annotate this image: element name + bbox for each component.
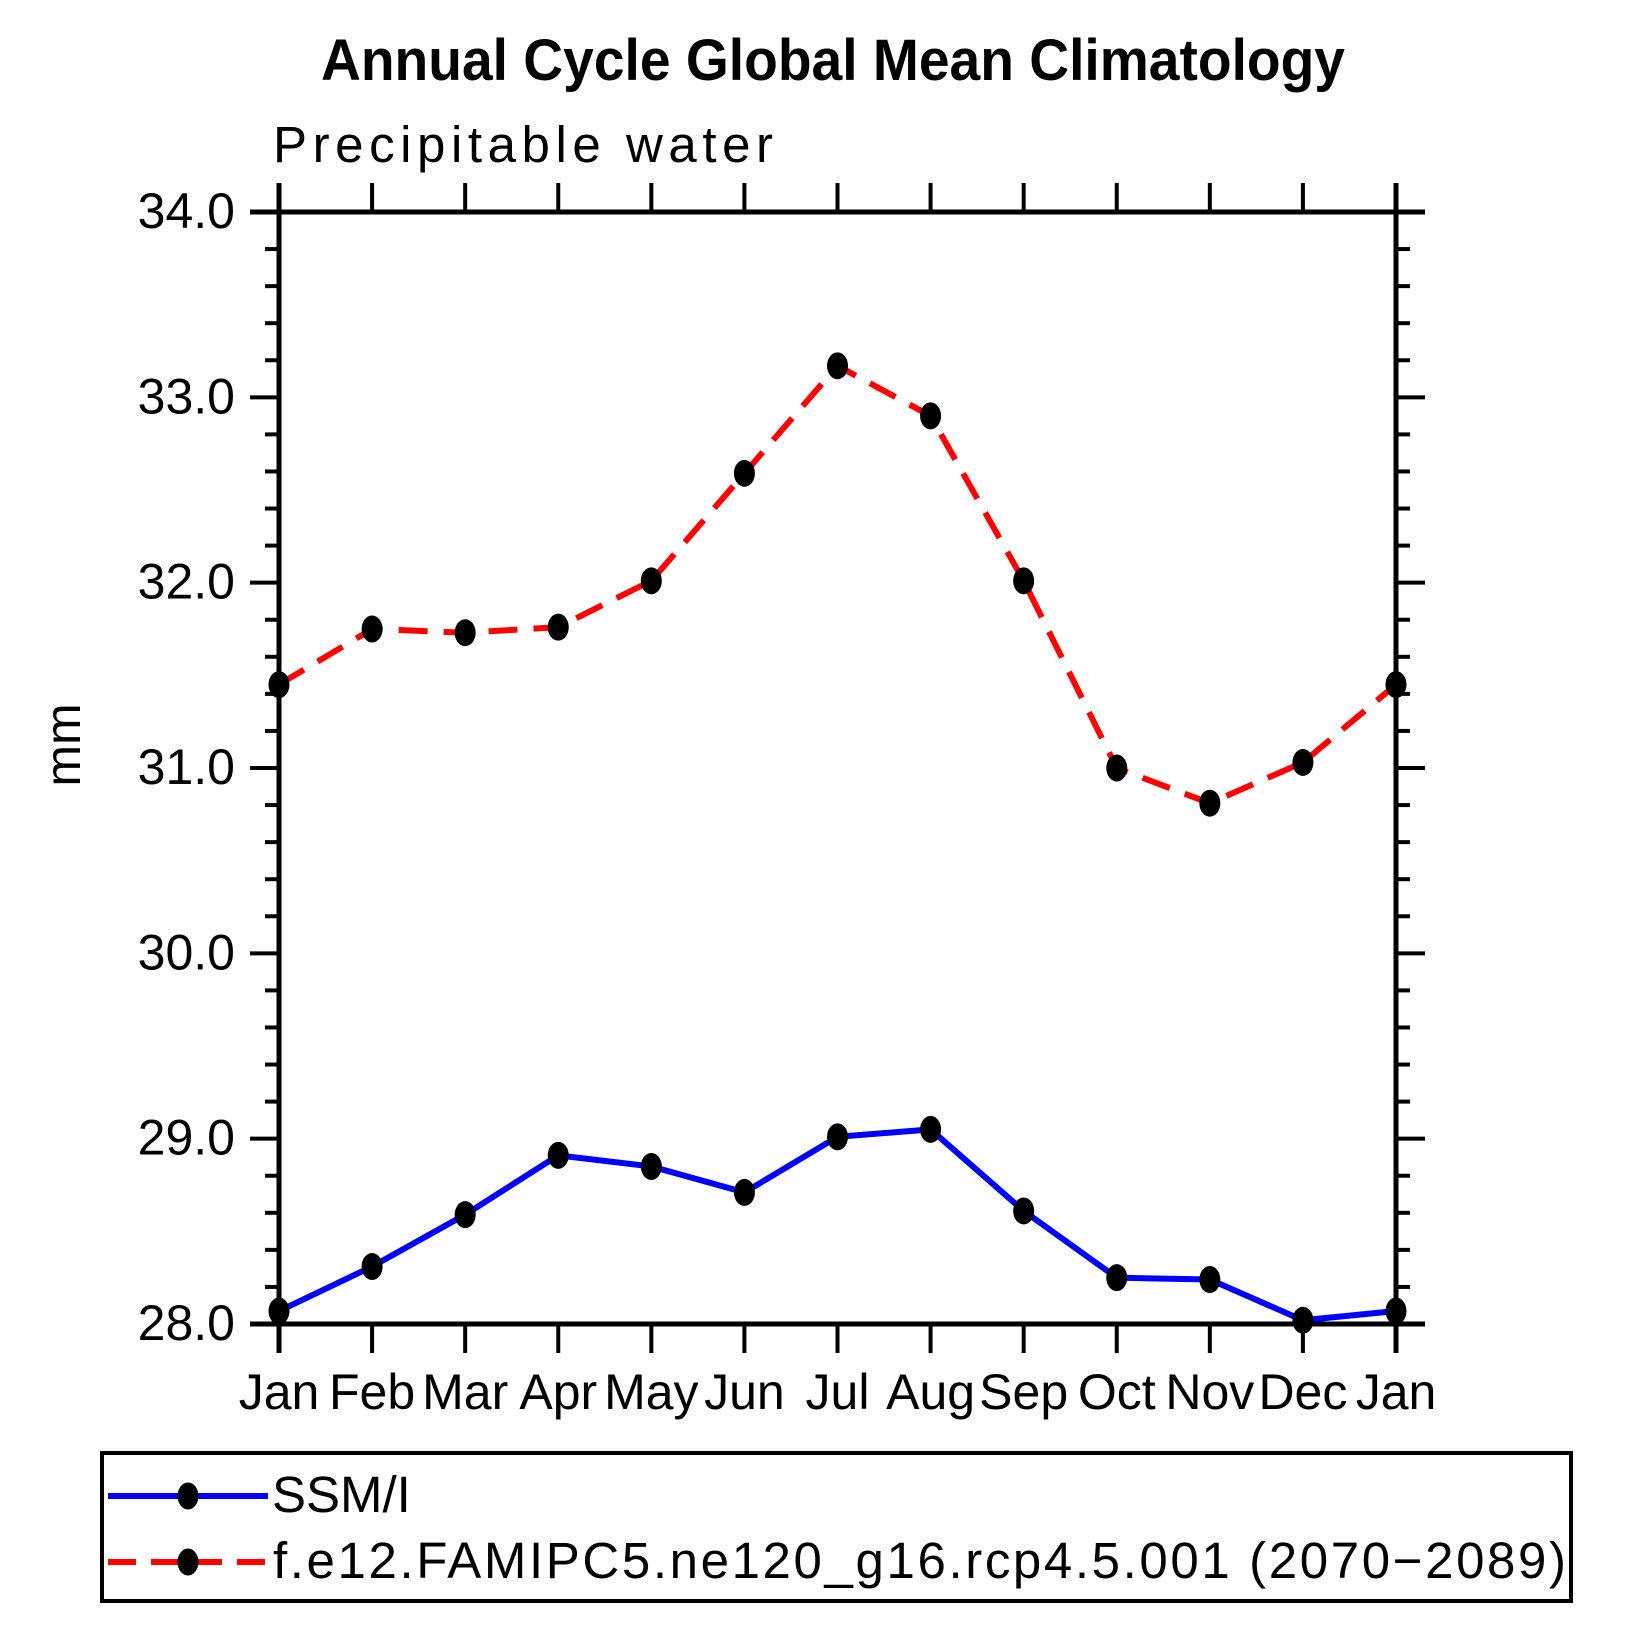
data-point-marker	[361, 1253, 383, 1281]
data-point-marker	[547, 613, 569, 641]
data-point-marker	[1292, 1306, 1314, 1334]
data-point-marker	[1385, 1297, 1407, 1325]
x-tick-label: Jan	[239, 1364, 320, 1420]
data-point-marker	[920, 402, 942, 430]
data-point-marker	[920, 1115, 942, 1143]
y-tick-label: 31.0	[138, 739, 235, 795]
data-point-marker	[733, 459, 755, 487]
legend-label-model: f.e12.FAMIPC5.ne120_g16.rcp4.5.001 (2070…	[273, 1532, 1566, 1589]
x-tick-label: Mar	[422, 1364, 508, 1420]
data-point-marker	[1292, 748, 1314, 776]
x-tick-label: Jun	[704, 1364, 785, 1420]
data-point-marker	[454, 619, 476, 647]
x-tick-label: Dec	[1258, 1364, 1347, 1420]
y-tick-label: 30.0	[138, 924, 235, 980]
data-point-marker	[1013, 567, 1035, 595]
data-point-marker	[454, 1201, 476, 1229]
data-point-marker	[1199, 789, 1221, 817]
x-tick-label: Jan	[1356, 1364, 1437, 1420]
axis-ticks	[250, 183, 1425, 1353]
y-tick-label: 34.0	[138, 183, 235, 239]
x-tick-label: Nov	[1165, 1364, 1254, 1420]
y-axis-unit-label: mm	[35, 703, 91, 786]
data-point-marker	[268, 671, 290, 699]
data-point-marker	[268, 1297, 290, 1325]
legend-marker-ssmi	[177, 1482, 199, 1510]
series-line-0	[277, 1126, 1397, 1324]
data-point-marker	[1106, 754, 1128, 782]
y-tick-label: 33.0	[138, 368, 235, 424]
data-point-marker	[827, 1123, 848, 1151]
legend-box	[100, 1451, 1573, 1603]
data-series	[268, 352, 1407, 1334]
data-point-marker	[733, 1178, 755, 1206]
chart-title: Annual Cycle Global Mean Climatology	[321, 28, 1345, 93]
data-point-marker	[1199, 1266, 1221, 1294]
x-tick-label: Aug	[886, 1364, 975, 1420]
data-point-marker	[1106, 1264, 1128, 1292]
data-point-marker	[640, 1152, 662, 1180]
x-tick-label: Oct	[1078, 1364, 1156, 1420]
x-tick-label: Jul	[806, 1364, 870, 1420]
x-tick-label: May	[604, 1364, 698, 1420]
data-point-marker	[1385, 671, 1407, 699]
y-tick-label: 28.0	[138, 1295, 235, 1351]
chart-subtitle: Precipitable water	[273, 116, 773, 173]
y-tick-label: 32.0	[138, 554, 235, 610]
legend-marker-model	[177, 1548, 199, 1576]
data-point-marker	[361, 615, 383, 643]
data-point-marker	[640, 567, 662, 595]
x-tick-label: Feb	[329, 1364, 415, 1420]
data-point-marker	[1013, 1197, 1035, 1225]
data-point-marker	[827, 352, 848, 380]
x-tick-label: Apr	[519, 1364, 597, 1420]
y-tick-label: 29.0	[138, 1110, 235, 1166]
legend-label-ssmi: SSM/I	[272, 1466, 411, 1523]
legend: SSM/I f.e12.FAMIPC5.ne120_g16.rcp4.5.001…	[100, 1451, 1573, 1603]
data-point-marker	[547, 1141, 569, 1169]
x-tick-label: Sep	[979, 1364, 1068, 1420]
series-line-1	[277, 362, 1398, 807]
